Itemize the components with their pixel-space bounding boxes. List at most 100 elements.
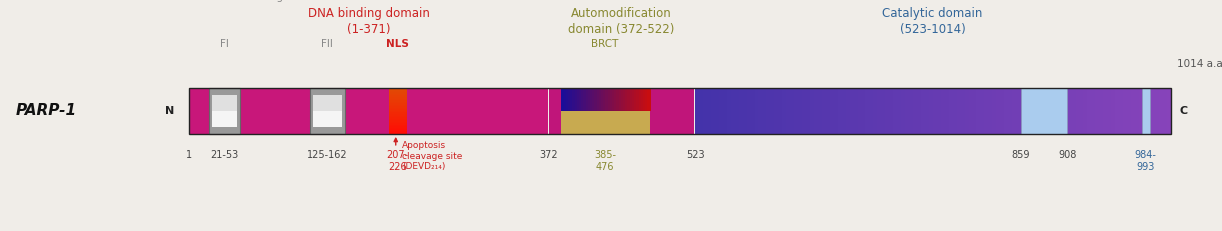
Bar xyxy=(862,88,866,134)
Bar xyxy=(1028,88,1033,134)
Bar xyxy=(1151,88,1156,134)
Bar xyxy=(1139,88,1144,134)
Bar xyxy=(1141,88,1150,134)
Bar xyxy=(913,88,918,134)
Bar xyxy=(389,97,407,99)
Bar xyxy=(1047,88,1053,134)
Bar xyxy=(1111,88,1117,134)
Bar xyxy=(794,88,799,134)
Bar xyxy=(566,88,569,111)
Text: 523: 523 xyxy=(686,150,704,160)
Bar xyxy=(976,88,981,134)
Bar xyxy=(389,114,407,116)
Bar xyxy=(932,88,938,134)
Bar xyxy=(916,88,923,134)
Bar xyxy=(634,88,638,111)
Text: FI: FI xyxy=(220,39,229,49)
Bar xyxy=(1044,88,1048,134)
Bar xyxy=(309,88,346,134)
Bar xyxy=(313,111,342,127)
Bar xyxy=(1091,88,1096,134)
Bar xyxy=(561,88,650,134)
Bar xyxy=(906,88,910,134)
Bar xyxy=(616,88,620,111)
Bar xyxy=(1068,88,1073,134)
Bar xyxy=(389,131,407,132)
Text: PARP-1: PARP-1 xyxy=(16,103,77,118)
Bar xyxy=(1012,88,1018,134)
Bar xyxy=(389,115,407,117)
Bar xyxy=(798,88,803,134)
Bar xyxy=(590,88,594,111)
Bar xyxy=(814,88,819,134)
Bar xyxy=(1143,88,1149,134)
Bar xyxy=(389,108,407,109)
Bar xyxy=(818,88,824,134)
Bar xyxy=(782,88,787,134)
Bar xyxy=(909,88,914,134)
Bar xyxy=(313,95,342,127)
Text: 125-162: 125-162 xyxy=(307,150,347,160)
Bar xyxy=(1116,88,1121,134)
Bar xyxy=(964,88,970,134)
Bar xyxy=(549,88,694,134)
Bar xyxy=(953,88,958,134)
Bar xyxy=(599,88,602,111)
Text: 385-
476: 385- 476 xyxy=(594,150,616,172)
Text: 1014 a.a.: 1014 a.a. xyxy=(1177,59,1222,69)
Bar xyxy=(389,109,407,111)
Bar xyxy=(770,88,776,134)
Bar xyxy=(1031,88,1037,134)
Bar xyxy=(563,88,567,111)
Bar xyxy=(743,88,748,134)
Bar xyxy=(1132,88,1136,134)
Bar xyxy=(885,88,891,134)
Text: 1: 1 xyxy=(186,150,193,160)
Bar xyxy=(948,88,954,134)
Bar xyxy=(763,88,767,134)
Bar xyxy=(389,126,407,128)
Bar xyxy=(858,88,863,134)
Bar xyxy=(389,100,407,102)
Bar xyxy=(901,88,907,134)
Bar xyxy=(605,88,609,111)
Bar xyxy=(389,123,407,125)
Bar xyxy=(1095,88,1101,134)
Bar xyxy=(695,88,700,134)
Bar xyxy=(623,88,627,111)
Bar xyxy=(389,122,407,123)
Text: Apoptosis
cleavage site
(DEVD₂₁₄): Apoptosis cleavage site (DEVD₂₁₄) xyxy=(402,141,462,171)
Bar xyxy=(389,88,407,89)
Bar xyxy=(838,88,843,134)
Bar xyxy=(802,88,808,134)
Bar xyxy=(766,88,771,134)
Bar xyxy=(571,88,573,111)
Text: 908: 908 xyxy=(1058,150,1077,160)
Bar xyxy=(615,88,617,111)
Bar xyxy=(189,88,1171,134)
Text: 21-53: 21-53 xyxy=(210,150,238,160)
Bar xyxy=(209,88,240,134)
Bar xyxy=(1123,88,1128,134)
Bar xyxy=(389,111,407,112)
Bar xyxy=(1075,88,1080,134)
Text: Automodification
domain (372-522): Automodification domain (372-522) xyxy=(568,7,675,36)
Bar xyxy=(579,88,583,111)
Bar xyxy=(632,88,635,111)
Bar xyxy=(189,88,547,134)
Bar xyxy=(941,88,946,134)
Bar xyxy=(877,88,882,134)
Bar xyxy=(738,88,744,134)
Bar xyxy=(389,95,407,97)
Bar xyxy=(1001,88,1006,134)
Bar xyxy=(985,88,990,134)
Bar xyxy=(588,88,591,111)
Bar xyxy=(1084,88,1089,134)
Bar xyxy=(925,88,930,134)
Bar xyxy=(969,88,974,134)
Bar xyxy=(1127,88,1133,134)
Bar xyxy=(648,88,651,111)
Bar xyxy=(1079,88,1085,134)
Bar xyxy=(715,88,720,134)
Bar xyxy=(389,106,407,108)
